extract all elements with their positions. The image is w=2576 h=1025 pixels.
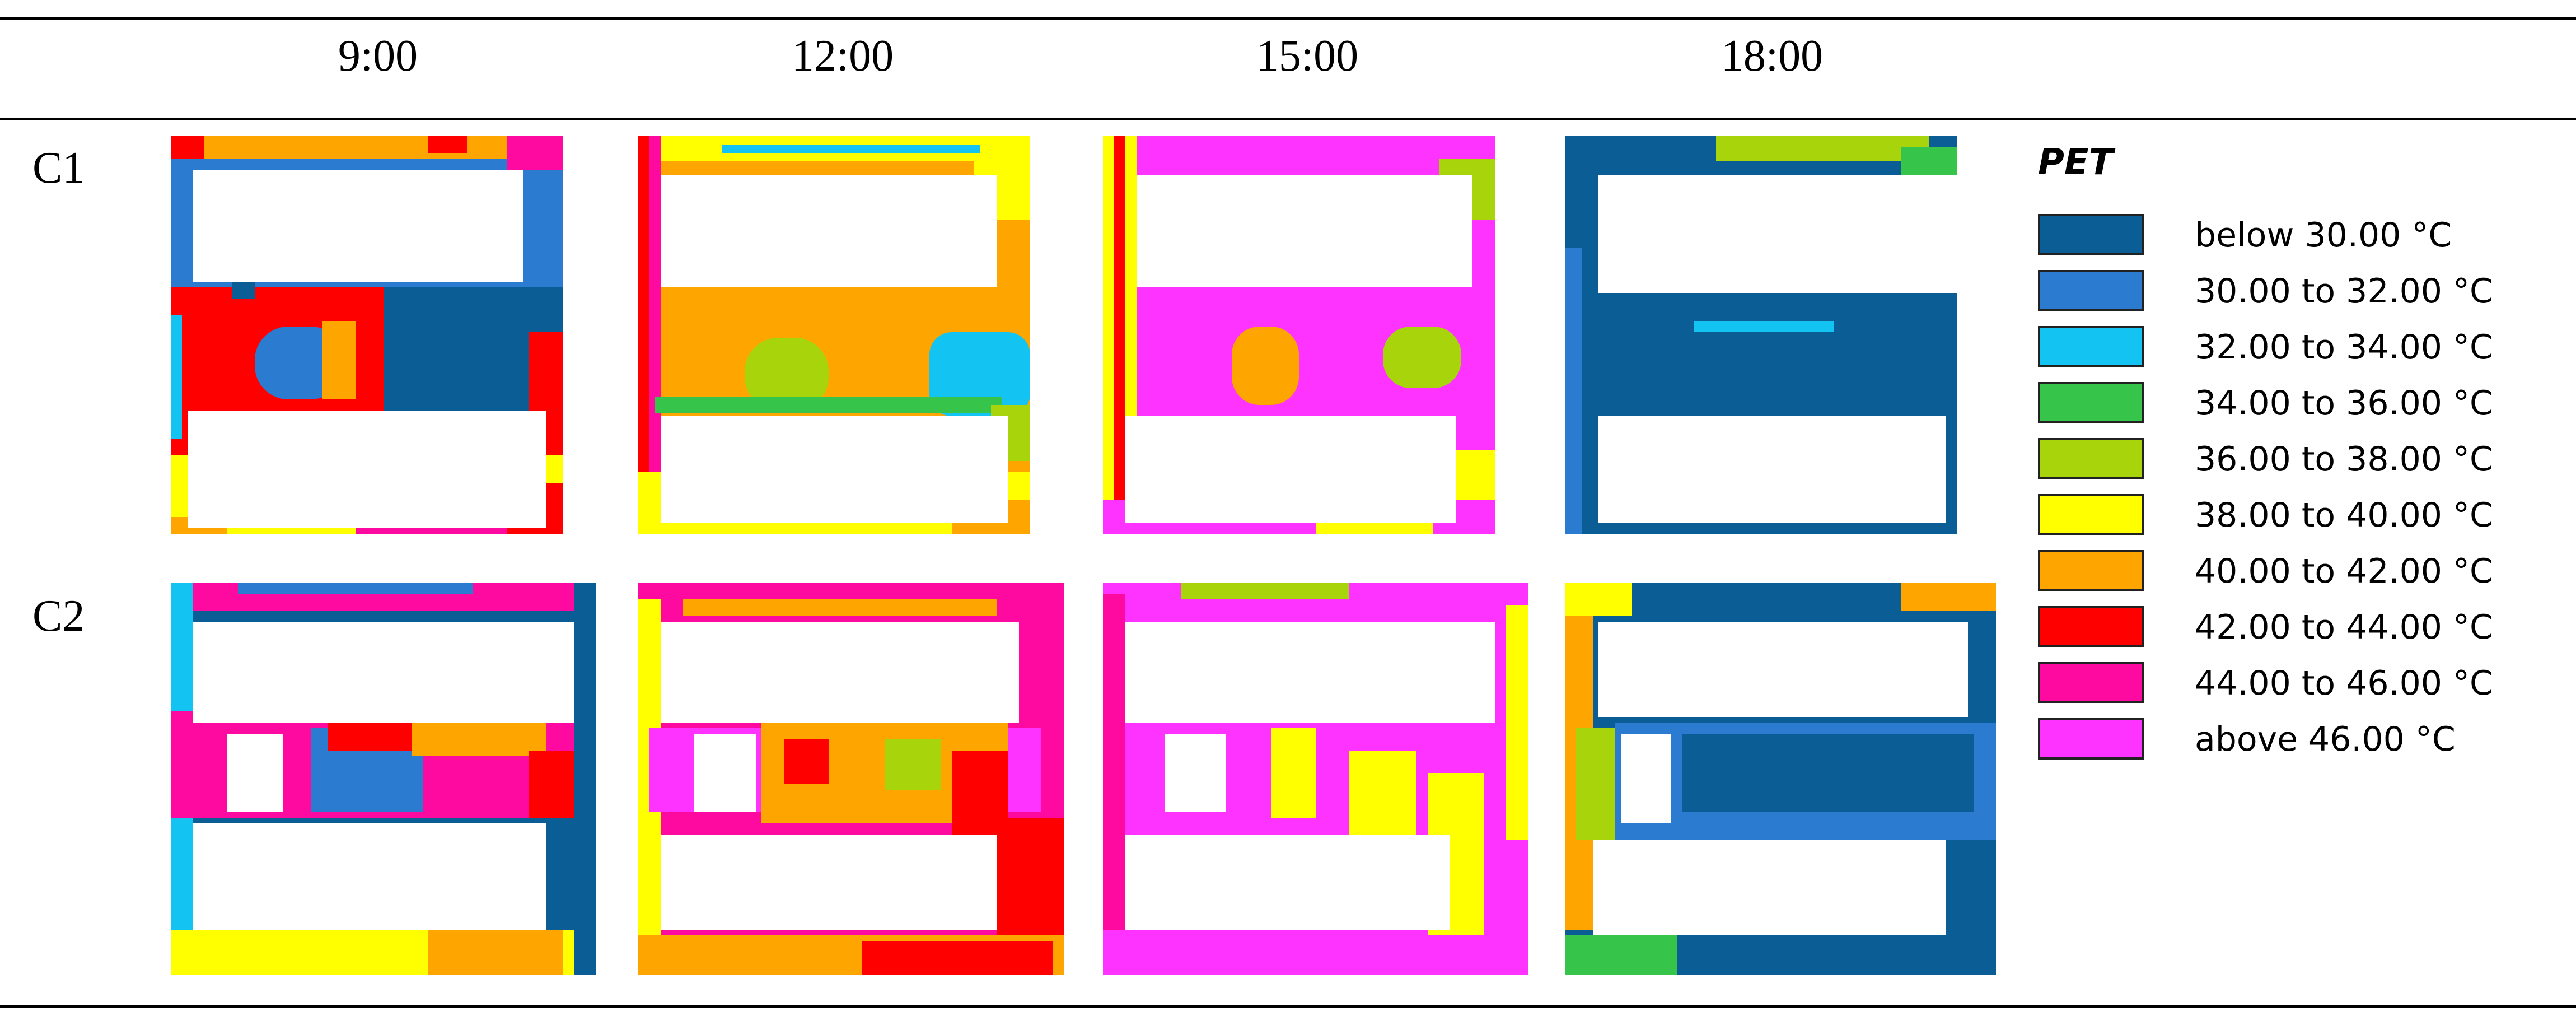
legend-item: 32.00 to 34.00 °C [2027, 319, 2531, 375]
column-header-1200: 12:00 [791, 31, 894, 81]
legend-item: 34.00 to 36.00 °C [2027, 375, 2531, 431]
pet-map-c2-0900 [171, 583, 596, 975]
legend-item: above 46.00 °C [2027, 711, 2531, 767]
header-rule [0, 118, 2576, 120]
row-header-c1: C1 [32, 143, 85, 193]
column-header-1500: 15:00 [1256, 31, 1359, 81]
top-rule [0, 17, 2576, 20]
bottom-rule [0, 1005, 2576, 1008]
legend-swatch [2038, 326, 2144, 367]
legend-swatch [2038, 550, 2144, 591]
legend-item: 38.00 to 40.00 °C [2027, 487, 2531, 543]
column-header-0900: 9:00 [338, 31, 418, 81]
legend-swatch [2038, 382, 2144, 423]
legend-swatch [2038, 270, 2144, 311]
pet-map-c1-1500 [1103, 136, 1495, 534]
pet-legend: PET below 30.00 °C 30.00 to 32.00 °C 32.… [2027, 140, 2531, 767]
legend-item: 36.00 to 38.00 °C [2027, 431, 2531, 487]
legend-label: 40.00 to 42.00 °C [2195, 552, 2493, 591]
legend-swatch [2038, 718, 2144, 760]
legend-item: below 30.00 °C [2027, 207, 2531, 263]
pet-map-c2-1200 [638, 583, 1064, 975]
pet-map-c2-1800 [1565, 583, 1996, 975]
pet-map-c2-1500 [1103, 583, 1528, 975]
legend-swatch [2038, 662, 2144, 703]
column-header-1800: 18:00 [1721, 31, 1824, 81]
legend-item: 30.00 to 32.00 °C [2027, 263, 2531, 319]
legend-label: 44.00 to 46.00 °C [2195, 664, 2493, 703]
legend-label: 30.00 to 32.00 °C [2195, 272, 2493, 311]
legend-label: 32.00 to 34.00 °C [2195, 328, 2493, 367]
legend-label: 38.00 to 40.00 °C [2195, 496, 2493, 535]
legend-item: 40.00 to 42.00 °C [2027, 543, 2531, 599]
pet-map-c1-1800 [1565, 136, 1957, 534]
legend-label: above 46.00 °C [2195, 720, 2456, 759]
pet-map-c1-1200 [638, 136, 1030, 534]
legend-label: 34.00 to 36.00 °C [2195, 384, 2493, 423]
legend-label: below 30.00 °C [2195, 216, 2452, 255]
legend-item: 44.00 to 46.00 °C [2027, 655, 2531, 711]
row-header-c2: C2 [32, 591, 85, 641]
legend-item: 42.00 to 44.00 °C [2027, 599, 2531, 655]
legend-label: 42.00 to 44.00 °C [2195, 608, 2493, 647]
legend-swatch [2038, 214, 2144, 255]
pet-map-c1-0900 [171, 136, 563, 534]
legend-swatch [2038, 606, 2144, 647]
legend-label: 36.00 to 38.00 °C [2195, 440, 2493, 479]
legend-title: PET [2038, 142, 2114, 183]
legend-swatch [2038, 494, 2144, 535]
legend-swatch [2038, 438, 2144, 479]
